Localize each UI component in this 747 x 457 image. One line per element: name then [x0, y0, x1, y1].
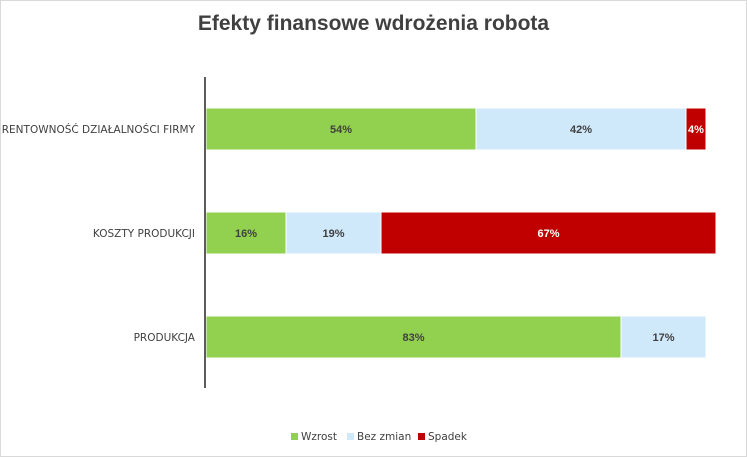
category-label: KOSZTY PRODUKCJI [93, 228, 195, 240]
bar-segment-wzrost [205, 211, 287, 255]
category-label: RENTOWNOŚĆ DZIAŁALNOŚCI FIRMY [2, 123, 196, 136]
bar-segment-wzrost [205, 315, 622, 359]
data-label: 83% [402, 332, 424, 344]
data-label: 19% [322, 228, 344, 240]
legend-swatch [347, 433, 354, 440]
data-label: 54% [330, 124, 352, 136]
category-label: PRODUKCJA [134, 332, 196, 344]
bar-segment-spadek [380, 211, 717, 255]
chart-title: Efekty finansowe wdrożenia robota [197, 12, 550, 35]
bar-segment-spadek [685, 107, 707, 151]
legend-label: Spadek [428, 431, 468, 443]
bar-segment-bez-zmian [285, 211, 382, 255]
data-label: 17% [652, 332, 674, 344]
legend-label: Bez zmian [357, 431, 411, 443]
bar-segment-bez-zmian [620, 315, 707, 359]
legend-swatch [418, 433, 425, 440]
data-label: 4% [688, 124, 704, 136]
legend-label: Wzrost [301, 431, 337, 443]
data-label: 16% [235, 228, 257, 240]
bar-segment-wzrost [205, 107, 477, 151]
data-label: 67% [537, 228, 559, 240]
data-label: 42% [570, 124, 592, 136]
legend-swatch [291, 433, 298, 440]
